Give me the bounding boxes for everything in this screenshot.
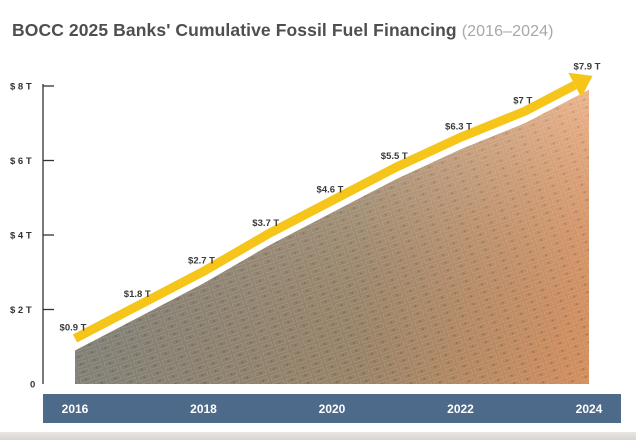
x-tick-label: 2022: [447, 402, 474, 416]
area-shading: [75, 89, 589, 384]
data-label: $0.9 T: [60, 322, 87, 333]
data-label: $6.3 T: [445, 121, 472, 132]
x-tick-label: 2016: [62, 402, 89, 416]
trend-arrow-head: [568, 72, 593, 98]
data-label: $7 T: [513, 95, 532, 106]
y-tick-label: $ 4 T: [10, 231, 32, 242]
x-tick-label: 2024: [576, 402, 603, 416]
x-tick-label: 2018: [190, 402, 217, 416]
trend-arrow-shaft: [72, 81, 577, 343]
x-tick-label: 2020: [319, 402, 346, 416]
data-label: $3.7 T: [252, 218, 279, 229]
y-tick-label: $ 8 T: [10, 82, 32, 93]
data-label: $2.7 T: [188, 255, 215, 266]
torn-paper-edge: [0, 432, 636, 440]
y-tick-label: $ 6 T: [10, 156, 32, 167]
chart-title-main: BOCC 2025 Banks' Cumulative Fossil Fuel …: [12, 20, 457, 40]
y-tick-label: $ 2 T: [10, 305, 32, 316]
data-label: $4.6 T: [317, 185, 344, 196]
chart-title-period: (2016–2024): [461, 23, 554, 40]
chart-title: BOCC 2025 Banks' Cumulative Fossil Fuel …: [12, 20, 554, 41]
data-label: $1.8 T: [124, 289, 151, 300]
data-label: $7.9 T: [574, 62, 601, 73]
x-axis-band: [43, 394, 621, 423]
y-tick-label: 0: [30, 380, 35, 391]
data-label: $5.5 T: [381, 151, 408, 162]
